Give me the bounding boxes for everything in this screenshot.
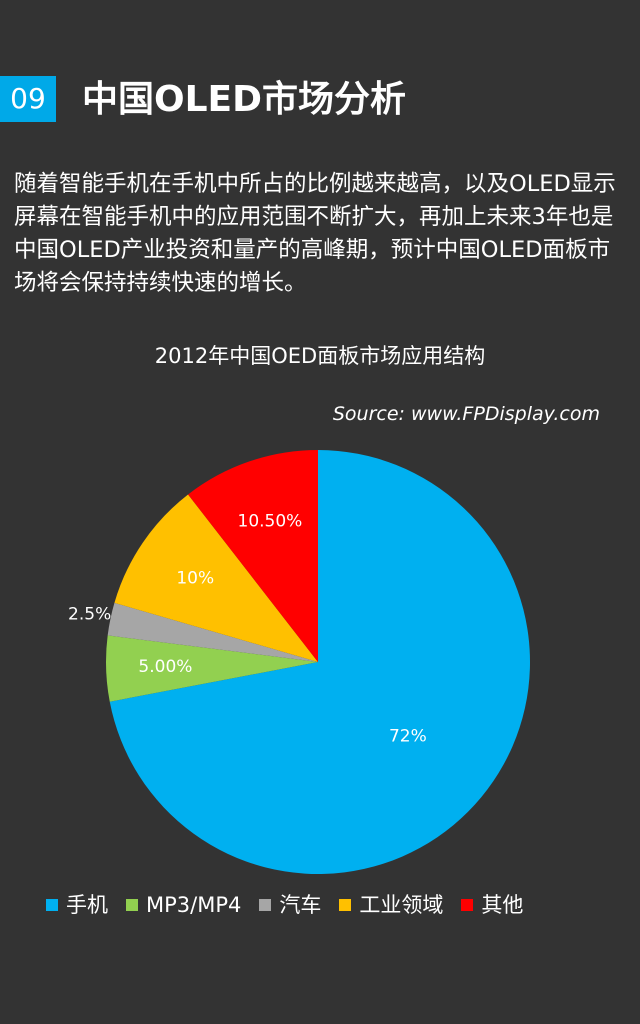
pie-slice-1 (109, 450, 531, 874)
pie-data-label-2: 5.00% (138, 657, 192, 677)
legend-item-4: 工业领域 (339, 890, 443, 920)
legend-item-2: MP3/MP4 (126, 890, 241, 920)
chart-source: Source: www.FPDisplay.com (332, 403, 600, 425)
intro-paragraph: 随着智能手机在手机中所占的比例越来越高，以及OLED显示屏幕在智能手机中的应用范… (14, 171, 616, 296)
chart-legend: 手机 MP3/MP4 汽车 工业领域 其他 (46, 890, 626, 920)
legend-label: 手机 (66, 893, 108, 917)
pie-slice-3 (107, 602, 318, 662)
chart-title: 2012年中国OED面板市场应用结构 (154, 344, 486, 368)
legend-item-5: 其他 (461, 890, 523, 920)
legend-swatch (259, 899, 272, 911)
section-number-badge: 09 (0, 76, 56, 122)
pie-slice-4 (114, 494, 318, 662)
legend-swatch (126, 899, 138, 911)
legend-label: 汽车 (279, 893, 322, 917)
pie-data-label-1: 72% (389, 726, 427, 746)
page-title: 中国OLED市场分析 (82, 79, 407, 120)
pie-data-label-5: 10.50% (238, 512, 303, 532)
legend-item-3: 汽车 (259, 890, 321, 920)
pie-slice-2 (106, 635, 319, 702)
legend-label: 工业领域 (359, 893, 444, 917)
legend-label: 其他 (481, 893, 524, 917)
pie-data-label-3: 2.5% (68, 605, 111, 625)
legend-swatch (46, 899, 58, 911)
legend-swatch (461, 899, 474, 911)
legend-item-1: 手机 (46, 890, 108, 920)
legend-label: MP3/MP4 (146, 893, 242, 917)
pie-data-label-4: 10% (176, 569, 214, 589)
legend-swatch (339, 899, 352, 911)
pie-slice-5 (188, 450, 318, 662)
